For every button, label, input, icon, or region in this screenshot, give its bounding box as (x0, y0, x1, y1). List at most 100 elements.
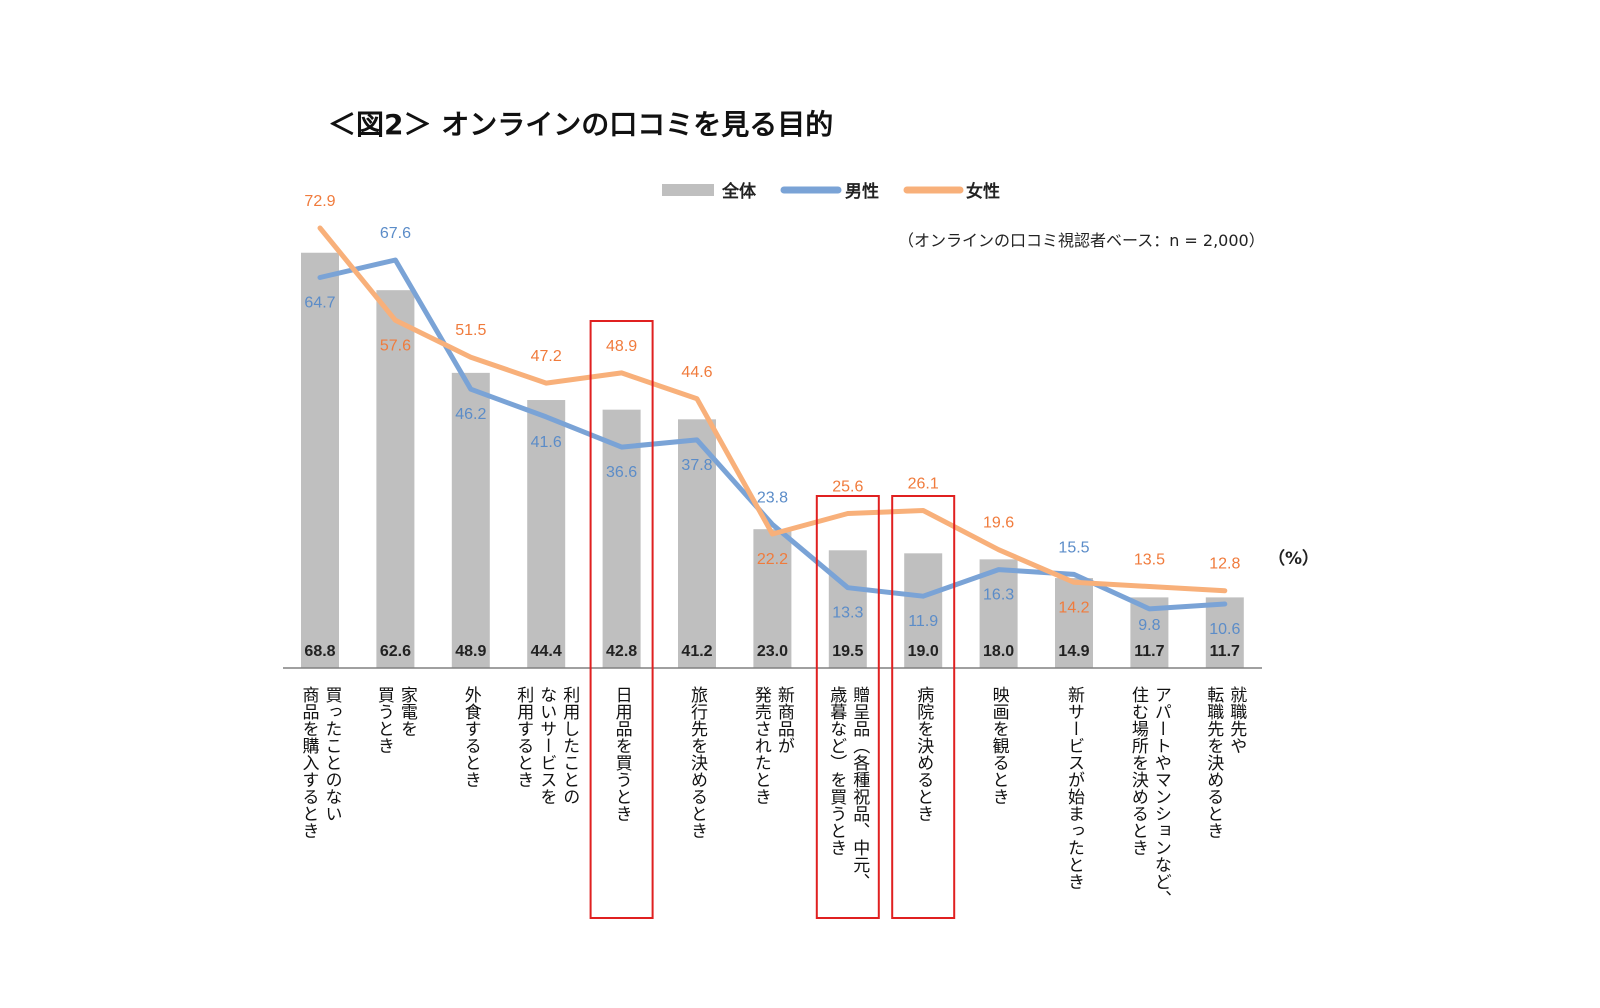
legend: 全体 男性 女性 (662, 181, 1000, 202)
legend-label-all: 全体 (721, 181, 757, 202)
label-female-4: 48.9 (606, 338, 637, 355)
label-female-10: 14.2 (1058, 599, 1089, 616)
category-line-6-0: 新商品が (774, 686, 795, 754)
category-label-10: 新サービスが始まったとき (1064, 686, 1085, 890)
label-female-7: 25.6 (832, 478, 863, 495)
highlight-box-7 (815, 495, 880, 919)
label-female-12: 12.8 (1209, 556, 1240, 573)
category-line-11-1: 住む場所を決めるとき (1128, 686, 1149, 856)
label-all-9: 18.0 (983, 643, 1014, 660)
label-female-2: 51.5 (455, 322, 486, 339)
line-series (317, 225, 1228, 612)
category-line-1-1: 買うとき (374, 686, 395, 754)
label-female-3: 47.2 (531, 348, 562, 365)
label-all-6: 23.0 (757, 643, 788, 660)
bar-all-9 (979, 559, 1018, 668)
bar-all-12 (1205, 597, 1244, 668)
unit-label: （%） (1268, 548, 1319, 569)
bar-all-6 (753, 529, 792, 668)
sample-note: （オンラインの口コミ視認者ベース：n = 2,000） (898, 231, 1265, 250)
label-male-4: 36.6 (606, 464, 637, 481)
category-label-5: 旅行先を決めるとき (687, 686, 708, 839)
label-female-5: 44.6 (681, 364, 712, 381)
label-all-11: 11.7 (1134, 643, 1164, 660)
legend-label-female: 女性 (966, 181, 1000, 202)
label-all-5: 41.2 (681, 643, 712, 660)
label-male-6: 23.8 (757, 489, 788, 506)
label-female-1: 57.6 (380, 337, 411, 354)
data-labels: 68.8 62.6 48.9 44.4 42.8 41.2 23.0 19.5 19.0 18.0… (304, 193, 1240, 660)
label-female-6: 22.2 (757, 551, 788, 568)
category-line-3-1: ないサービスを (536, 686, 556, 805)
bar-all-0 (301, 252, 339, 669)
label-female-9: 19.6 (983, 515, 1014, 532)
highlight-box-4 (589, 320, 654, 919)
category-line-5-0: 旅行先を決めるとき (687, 686, 708, 839)
bar-all-7 (828, 550, 867, 668)
category-line-7-0: 贈呈品（各種祝品、中元、 (849, 686, 870, 890)
category-line-3-2: 利用するとき (513, 686, 534, 788)
line-female (317, 225, 1228, 594)
label-male-7: 13.3 (832, 605, 863, 622)
label-male-10: 15.5 (1058, 539, 1089, 556)
label-female-8: 26.1 (908, 475, 939, 492)
bar-all-2 (451, 372, 490, 668)
category-line-6-1: 発売されたとき (751, 686, 772, 805)
chart-title: ＜図2＞ オンラインの口コミを見る目的 (328, 108, 833, 141)
legend-label-male: 男性 (845, 181, 879, 202)
category-line-8-0: 病院を決めるとき (913, 686, 934, 822)
label-all-10: 14.9 (1058, 643, 1089, 660)
label-all-8: 19.0 (908, 643, 939, 660)
category-line-4-0: 日用品を買うとき (612, 686, 633, 822)
category-line-12-0: 就職先や (1226, 686, 1247, 754)
label-male-8: 11.9 (908, 613, 938, 630)
bar-all-3 (527, 400, 566, 668)
bar-series-all (301, 252, 1244, 669)
label-all-1: 62.6 (380, 643, 411, 660)
category-label-7: 贈呈品（各種祝品、中元、歳暮など）を買うとき (826, 686, 870, 890)
category-line-11-0: アパートやマンションなど、 (1151, 686, 1171, 907)
label-male-3: 41.6 (531, 434, 562, 451)
bar-all-5 (678, 419, 716, 668)
label-female-11: 13.5 (1134, 552, 1165, 569)
label-all-4: 42.8 (606, 643, 637, 660)
category-label-8: 病院を決めるとき (913, 686, 934, 822)
category-line-0-0: 買ったことのない (322, 686, 343, 822)
label-male-12: 10.6 (1209, 621, 1240, 638)
bar-all-10 (1055, 578, 1093, 668)
legend-swatch-all (662, 184, 714, 196)
label-male-9: 16.3 (983, 587, 1014, 604)
label-all-7: 19.5 (832, 643, 863, 660)
label-male-0: 64.7 (304, 294, 335, 311)
label-male-2: 46.2 (455, 406, 486, 423)
category-label-11: アパートやマンションなど、住む場所を決めるとき (1128, 686, 1171, 907)
category-line-9-0: 映画を観るとき (989, 686, 1010, 805)
category-line-10-0: 新サービスが始まったとき (1064, 686, 1085, 890)
label-male-1: 67.6 (380, 225, 411, 242)
category-line-0-1: 商品を購入するとき (299, 686, 320, 839)
label-all-12: 11.7 (1210, 643, 1240, 660)
category-label-2: 外食するとき (461, 686, 482, 788)
bar-all-1 (376, 290, 415, 668)
label-all-3: 44.4 (531, 643, 562, 660)
category-label-4: 日用品を買うとき (612, 686, 633, 822)
category-line-12-1: 転職先を決めるとき (1203, 686, 1224, 839)
bar-all-8 (904, 553, 943, 668)
category-line-3-0: 利用したことの (559, 686, 580, 805)
label-male-11: 9.8 (1138, 617, 1160, 634)
line-male (317, 257, 1228, 612)
bar-all-4 (602, 409, 641, 668)
label-all-0: 68.8 (304, 643, 335, 660)
label-female-0: 72.9 (304, 193, 335, 210)
label-all-2: 48.9 (455, 643, 486, 660)
category-line-2-0: 外食するとき (461, 686, 482, 788)
label-male-5: 37.8 (681, 457, 712, 474)
highlight-box-8 (891, 495, 956, 919)
highlight-boxes (589, 320, 956, 919)
